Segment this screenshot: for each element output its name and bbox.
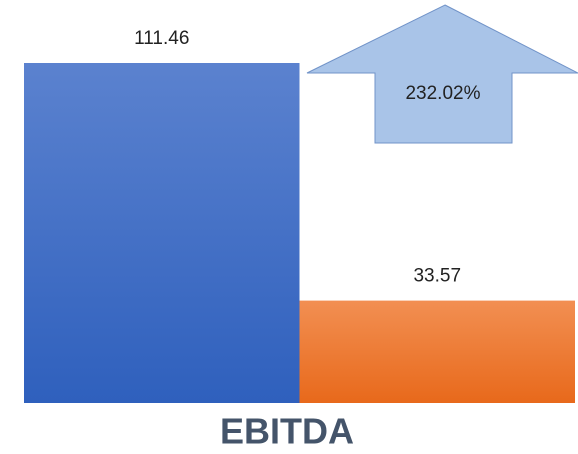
x-axis-label: EBITDA [220,411,354,452]
bar [299,300,575,403]
annotation: 232.02% [405,83,480,104]
value-label: 111.46 [134,28,189,49]
bar [24,63,300,403]
arrow [306,4,578,144]
value-label: 33.57 [413,266,461,287]
